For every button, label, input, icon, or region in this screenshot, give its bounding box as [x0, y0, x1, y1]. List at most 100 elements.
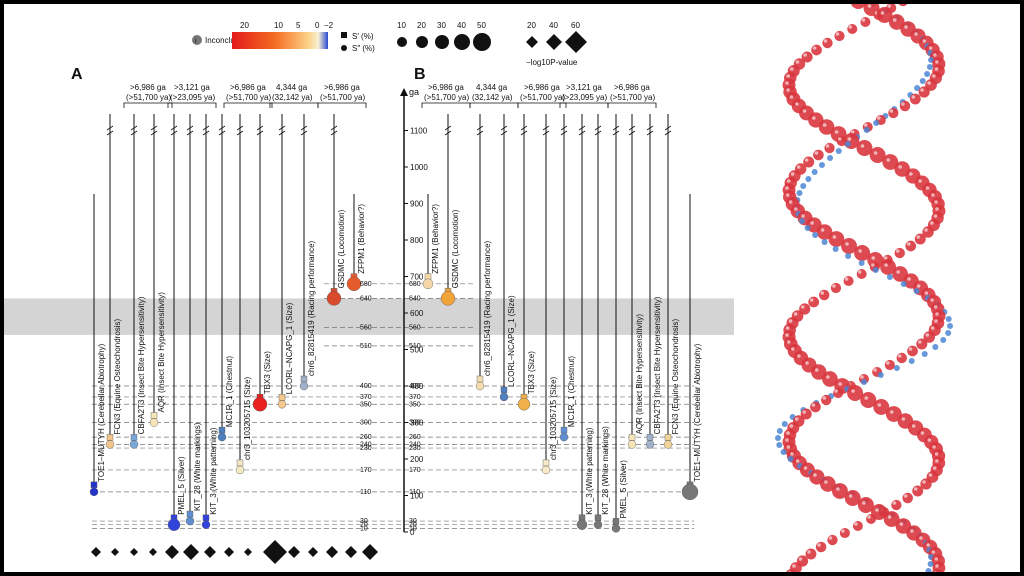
dna-backbone-bead — [847, 385, 864, 401]
dna-backbone-bead — [830, 282, 842, 294]
dna-bead-highlight — [820, 291, 825, 295]
dna-bead-highlight — [903, 494, 908, 498]
dna-blue-bead — [832, 246, 839, 252]
dna-bead-highlight — [800, 305, 805, 309]
bracket-ya: (32,142 ya) — [472, 93, 513, 102]
dna-backbone-bead — [856, 140, 873, 156]
dna-bead-highlight — [932, 466, 937, 470]
dna-bead-highlight — [934, 67, 939, 71]
dna-backbone-bead — [907, 345, 918, 357]
dna-bead-highlight — [803, 466, 808, 470]
dna-bead-highlight — [805, 361, 809, 365]
pvalue-marker — [149, 548, 157, 556]
dna-bead-highlight — [786, 179, 791, 183]
dna-blue-bead — [804, 225, 811, 231]
dna-bead-highlight — [828, 536, 833, 540]
dna-bead-highlight — [811, 403, 816, 407]
inconclusive-icon — [192, 35, 202, 45]
dna-bead-highlight — [901, 102, 905, 106]
ref-label-b: 240 — [409, 441, 421, 448]
axis-break-mark — [300, 125, 308, 136]
dna-bead-highlight — [928, 46, 933, 50]
dna-blue-bead — [927, 561, 934, 567]
dna-blue-bead — [873, 120, 880, 126]
dna-bead-highlight — [909, 172, 913, 176]
color-tick: 10 — [274, 21, 283, 30]
dna-bead-highlight — [817, 543, 821, 547]
dna-bead-highlight — [814, 368, 819, 372]
dna-bead-highlight — [836, 487, 840, 491]
color-tick: 20 — [240, 21, 249, 30]
ref-label-b: 110 — [409, 489, 420, 496]
dna-blue-bead — [913, 288, 920, 294]
dna-bead-highlight — [911, 95, 916, 99]
dna-bead-highlight — [793, 312, 798, 316]
axis-break-mark — [444, 125, 452, 136]
dna-bead-highlight — [826, 375, 830, 379]
locus-label: LCORL–NCAPG_1 (Size) — [285, 302, 294, 394]
dna-backbone-bead — [902, 492, 913, 504]
dna-blue-bead — [799, 218, 806, 224]
axis-break-mark — [202, 125, 210, 136]
ref-label-b: 640 — [409, 295, 421, 302]
dna-backbone-bead — [892, 266, 908, 282]
locus-circle-marker — [252, 397, 268, 412]
dna-backbone-bead — [832, 483, 848, 499]
dna-backbone-bead — [899, 100, 911, 112]
dna-bead-highlight — [794, 207, 798, 211]
dna-helix-illustration — [774, 4, 954, 572]
dna-bead-highlight — [790, 452, 794, 456]
locus-circle-marker — [89, 487, 99, 497]
locus-square-marker — [500, 386, 508, 394]
dna-blue-bead — [835, 148, 842, 154]
locus-square-marker — [130, 434, 138, 441]
bracket-ya: (>51,700 ya) — [424, 93, 469, 102]
dna-bead-highlight — [863, 123, 868, 127]
dna-blue-bead — [787, 456, 794, 462]
dna-bead-highlight — [901, 417, 906, 421]
pvalue-diamond — [565, 31, 587, 53]
dna-bead-highlight — [922, 480, 926, 484]
dna-bead-highlight — [927, 438, 932, 442]
locus-label: chr3_103205715 (Size) — [243, 376, 252, 460]
dna-backbone-bead — [813, 149, 824, 161]
locus-circle-marker — [201, 520, 211, 529]
dna-bead-highlight — [785, 186, 789, 190]
ref-label-a: 400 — [360, 383, 372, 390]
dna-bead-highlight — [932, 445, 936, 449]
size-circle — [473, 33, 491, 51]
dna-backbone-bead — [811, 364, 827, 380]
dna-bead-highlight — [933, 214, 938, 218]
pvalue-marker — [130, 548, 138, 556]
axis-tick-label: 500 — [410, 346, 424, 355]
locus-square-marker — [476, 375, 484, 383]
pvalue-marker — [326, 546, 338, 558]
dna-backbone-bead — [857, 497, 874, 513]
locus-circle-marker — [422, 278, 434, 289]
size-circle — [397, 37, 407, 47]
dna-bead-highlight — [798, 557, 803, 561]
dna-backbone-bead — [847, 23, 858, 35]
color-tick: 5 — [296, 21, 301, 30]
pvalue-marker — [308, 547, 318, 557]
pvalue-marker — [244, 548, 252, 556]
dna-backbone-bead — [824, 142, 835, 154]
axis-break-mark — [236, 125, 244, 136]
dna-bead-highlight — [792, 564, 796, 568]
color-scale-ticks: 20 10 5 0 −2 — [240, 21, 334, 30]
dna-bead-highlight — [858, 249, 862, 253]
dna-bead-highlight — [877, 403, 882, 407]
dna-bead-highlight — [899, 522, 904, 526]
locus-circle-marker — [611, 524, 621, 533]
dna-backbone-bead — [869, 147, 886, 163]
locus-circle-marker — [576, 519, 588, 530]
dna-bead-highlight — [883, 256, 888, 260]
locus-label: TBX3 (Size) — [263, 351, 272, 394]
size-legend: 10 20 30 40 50 — [397, 21, 491, 51]
axis-break-mark — [106, 125, 114, 136]
dna-bead-highlight — [785, 333, 789, 337]
dna-bead-highlight — [897, 354, 902, 358]
dna-blue-bead — [812, 232, 819, 238]
size-circle — [416, 36, 428, 48]
